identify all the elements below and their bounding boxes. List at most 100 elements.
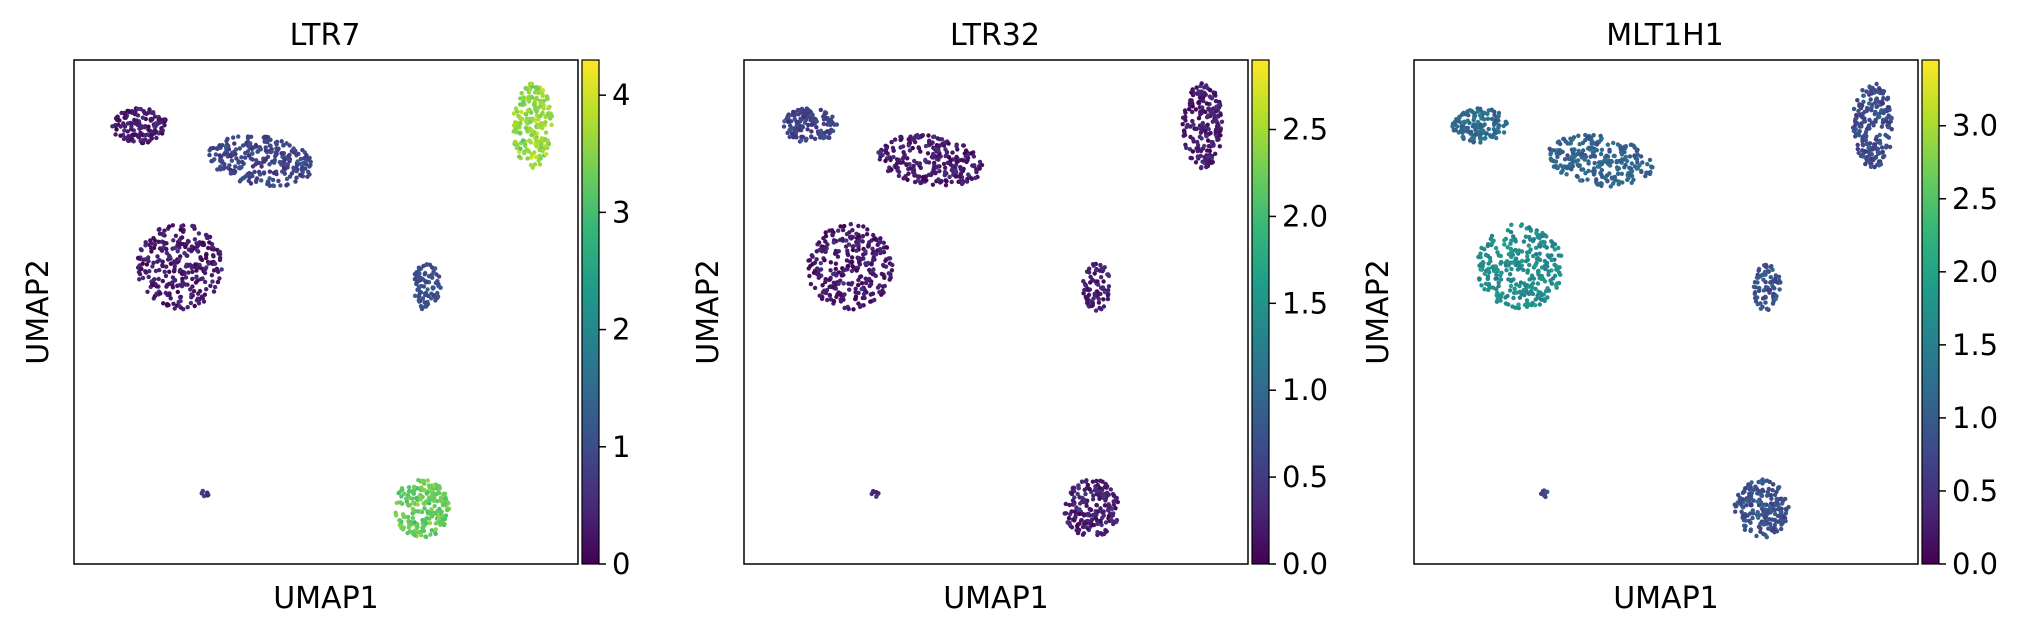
scatter-point [1539,297,1544,302]
scatter-point [1081,499,1087,505]
colorbar-tick-label: 4 [612,78,630,112]
scatter-point [1511,290,1517,296]
scatter-point [871,489,877,495]
scatter-point [853,290,858,295]
scatter-point [916,135,921,140]
scatter-point [1455,124,1460,129]
scatter-point [1205,138,1211,143]
scatter-point [891,154,896,160]
scatter-point [1880,117,1886,123]
scatter-point [262,139,267,144]
scatter-point [536,90,541,96]
scatter-point [1740,490,1746,495]
scatter-point [1529,302,1535,307]
scatter-point [1494,269,1499,274]
scatter-point [1478,267,1483,272]
scatter-point [431,285,436,290]
scatter-point [964,179,970,184]
scatter-point [1514,261,1520,266]
scatter-point [846,242,852,247]
scatter-point [1860,139,1865,144]
scatter-point [182,271,187,277]
scatter-point [1527,234,1532,240]
scatter-point [1780,501,1785,506]
scatter-point [808,281,814,287]
scatter-point [1208,95,1214,100]
scatter-point [410,500,416,506]
scatter-point [127,109,132,115]
scatter-point [1199,97,1204,103]
scatter-point [1880,89,1886,94]
scatter-point [1609,175,1615,180]
scatter-point [239,155,244,160]
scatter-point [878,236,883,241]
scatter-point [851,307,856,312]
scatter-point [1535,281,1541,286]
scatter-point [854,239,859,245]
scatter-point [1090,262,1096,267]
scatter-point [854,231,859,236]
scatter-point [820,283,825,288]
scatter-point [943,153,948,159]
scatter-point [431,498,436,503]
scatter-point [1083,283,1088,288]
scatter-point [1770,267,1775,272]
scatter-point [807,258,812,263]
scatter-point [1644,170,1649,175]
scatter-point [1462,119,1467,124]
scatter-point [186,270,191,275]
scatter-point [123,112,128,117]
scatter-point [152,128,158,133]
scatter-point [146,258,151,264]
scatter-point [1490,265,1495,270]
scatter-point [543,130,549,135]
scatter-point [838,224,843,229]
scatter-point [791,135,796,140]
scatter-point [1477,113,1483,118]
scatter-point [1098,262,1103,268]
scatter-point [1504,259,1510,264]
scatter-point [905,156,910,161]
scatter-point [1611,153,1617,159]
scatter-point [282,171,287,176]
scatter-point [152,242,158,247]
scatter-point [1498,253,1503,259]
scatter-point [296,151,301,157]
scatter-point [960,180,966,185]
scatter-point [518,146,523,151]
scatter-point [397,518,402,523]
scatter-point [1867,84,1872,89]
scatter-point [821,121,826,127]
scatter-point [113,132,118,137]
scatter-point [1605,160,1610,165]
scatter-point [1856,130,1862,135]
scatter-point [861,224,866,229]
scatter-point [1540,233,1545,239]
scatter-point [431,483,437,488]
scatter-point [924,178,929,183]
scatter-point [192,303,197,309]
scatter-point [420,296,426,301]
scatter-point [1757,274,1763,279]
scatter-point [162,228,167,233]
scatter-point [941,161,947,167]
plot-frame [74,60,578,564]
scatter-point [418,290,424,295]
scatter-point [1531,237,1537,242]
scatter-point [1199,81,1204,86]
scatter-point [538,100,543,105]
scatter-point [537,162,543,167]
scatter-point [281,165,287,170]
scatter-point [839,273,844,278]
scatter-point [1762,513,1768,519]
scatter-point [1094,478,1099,484]
scatter-point [1526,302,1531,308]
scatter-point [1884,97,1890,102]
scatter-point [823,279,828,285]
scatter-point [248,134,254,139]
scatter-point [1084,296,1089,301]
scatter-point [1090,278,1095,283]
scatter-point [424,262,429,267]
scatter-point [1502,242,1507,247]
scatter-point [835,254,841,259]
